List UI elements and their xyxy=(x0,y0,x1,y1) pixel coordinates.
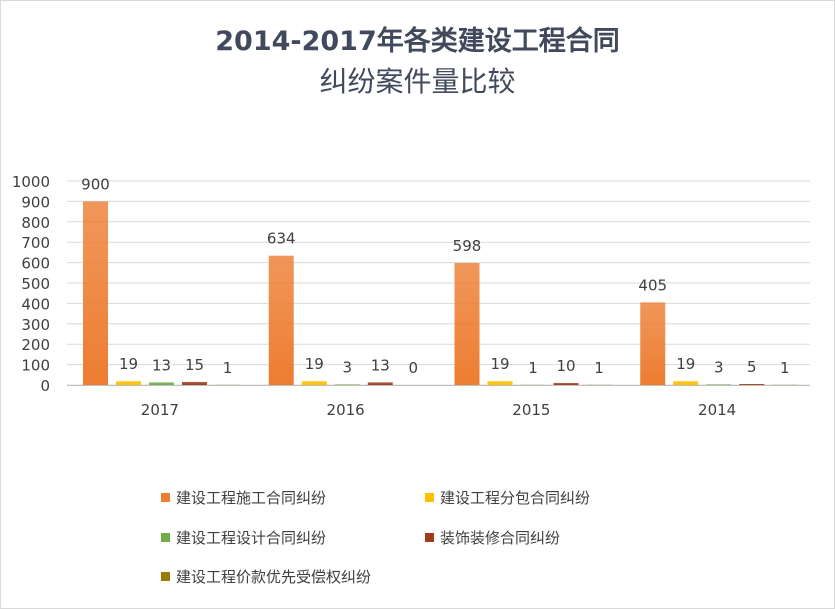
y-tick-label: 500 xyxy=(21,275,50,293)
data-label: 900 xyxy=(81,175,110,193)
data-label: 3 xyxy=(342,358,352,376)
y-tick-label: 200 xyxy=(21,336,50,354)
bar xyxy=(301,381,327,385)
bar xyxy=(83,201,108,385)
bar xyxy=(487,381,513,385)
data-label: 13 xyxy=(371,356,390,374)
chart-title-line-2: 纠纷案件量比较 xyxy=(319,65,516,98)
bar xyxy=(706,384,732,385)
data-label: 19 xyxy=(490,355,509,373)
y-tick-label: 400 xyxy=(21,295,50,313)
data-label: 15 xyxy=(185,356,204,374)
legend-label: 建设工程分包合同纠纷 xyxy=(440,489,591,507)
y-tick-label: 1000 xyxy=(12,173,50,191)
bar xyxy=(116,381,141,385)
x-tick-label: 2015 xyxy=(512,401,550,419)
legend-item: 建设工程分包合同纠纷 xyxy=(425,487,590,508)
bar xyxy=(553,382,579,385)
y-tick-label: 100 xyxy=(21,357,50,375)
bar xyxy=(640,302,666,385)
legend-swatch xyxy=(425,533,434,542)
data-label: 19 xyxy=(676,355,695,373)
data-label: 10 xyxy=(556,357,575,375)
y-tick-label: 900 xyxy=(21,193,50,211)
data-label: 19 xyxy=(305,355,324,373)
bar xyxy=(673,381,699,385)
data-label: 13 xyxy=(152,356,171,374)
legend-label: 建设工程施工合同纠纷 xyxy=(176,489,327,507)
data-label: 405 xyxy=(638,276,667,294)
bar xyxy=(454,263,480,385)
data-label: 1 xyxy=(780,359,790,377)
x-tick-label: 2016 xyxy=(327,401,365,419)
legend-label: 装饰装修合同纠纷 xyxy=(440,529,561,547)
legend-label: 建设工程设计合同纠纷 xyxy=(176,529,327,547)
bar xyxy=(367,382,393,385)
bar xyxy=(334,384,360,385)
legend-item: 建设工程设计合同纠纷 xyxy=(161,527,326,548)
data-label: 0 xyxy=(408,359,418,377)
data-label: 634 xyxy=(267,230,296,248)
legend-swatch xyxy=(425,493,434,502)
data-label: 1 xyxy=(223,359,233,377)
data-label: 1 xyxy=(594,359,604,377)
x-tick-label: 2017 xyxy=(141,401,179,419)
legend-swatch xyxy=(161,493,170,502)
y-tick-label: 600 xyxy=(21,255,50,273)
y-tick-label: 300 xyxy=(21,316,50,334)
y-tick-label: 0 xyxy=(40,377,50,395)
bar xyxy=(739,383,765,385)
legend-swatch xyxy=(161,533,170,542)
data-label: 3 xyxy=(714,358,724,376)
data-label: 5 xyxy=(747,358,757,376)
data-label: 598 xyxy=(453,237,482,255)
y-tick-label: 800 xyxy=(21,214,50,232)
data-label: 1 xyxy=(528,359,538,377)
data-label: 19 xyxy=(119,355,138,373)
legend-item: 建设工程价款优先受偿权纠纷 xyxy=(161,566,371,587)
legend-item: 装饰装修合同纠纷 xyxy=(425,527,560,548)
x-tick-label: 2014 xyxy=(698,401,736,419)
legend-label: 建设工程价款优先受偿权纠纷 xyxy=(176,568,372,586)
legend-swatch xyxy=(161,572,170,581)
y-tick-label: 700 xyxy=(21,234,50,252)
bar xyxy=(268,255,294,385)
bar xyxy=(182,381,207,385)
legend-item: 建设工程施工合同纠纷 xyxy=(161,487,326,508)
bar xyxy=(149,382,174,385)
chart-title-line-1: 2014-2017年各类建设工程合同 xyxy=(215,26,620,57)
